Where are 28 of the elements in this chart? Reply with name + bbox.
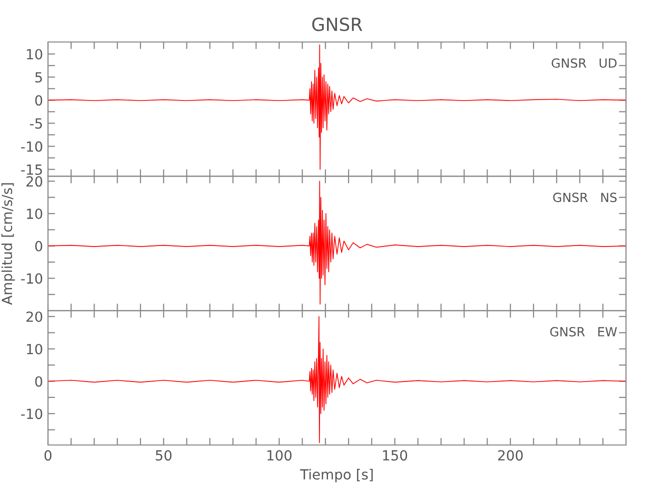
y-tick-label: 10 — [26, 344, 42, 354]
x-tick-label: 150 — [383, 450, 408, 461]
annotation: GNSR UD — [552, 58, 617, 68]
x-tick-label: 200 — [498, 450, 523, 461]
y-tick-label: -10 — [21, 408, 42, 420]
annotation: GNSR NS — [553, 192, 617, 202]
y-tick-label: -5 — [30, 118, 42, 129]
line-series — [48, 44, 626, 170]
chart-title: GNSR — [312, 17, 362, 32]
x-tick-label: 0 — [44, 450, 52, 461]
y-tick-label: -10 — [21, 141, 42, 152]
y-tick-label: 20 — [26, 176, 42, 187]
y-axis-title: Amplitud [cm/s/s] — [1, 183, 15, 305]
line-series — [48, 180, 626, 305]
y-tick-label: 5 — [35, 72, 42, 83]
y-tick-label: 10 — [26, 48, 42, 60]
x-tick-label: 100 — [267, 450, 292, 461]
x-tick-label: 50 — [156, 450, 172, 461]
y-tick-label: 0 — [35, 376, 42, 387]
y-tick-label: -10 — [21, 273, 42, 284]
y-tick-label: 10 — [26, 208, 42, 220]
annotation: GNSR EW — [550, 327, 617, 336]
y-tick-label: 0 — [35, 95, 42, 106]
x-axis-title: Tiempo [s] — [300, 468, 373, 482]
y-tick-label: 0 — [35, 240, 42, 252]
y-tick-label: 20 — [26, 311, 42, 322]
y-tick-label: -15 — [21, 164, 42, 175]
line-series — [48, 316, 626, 444]
